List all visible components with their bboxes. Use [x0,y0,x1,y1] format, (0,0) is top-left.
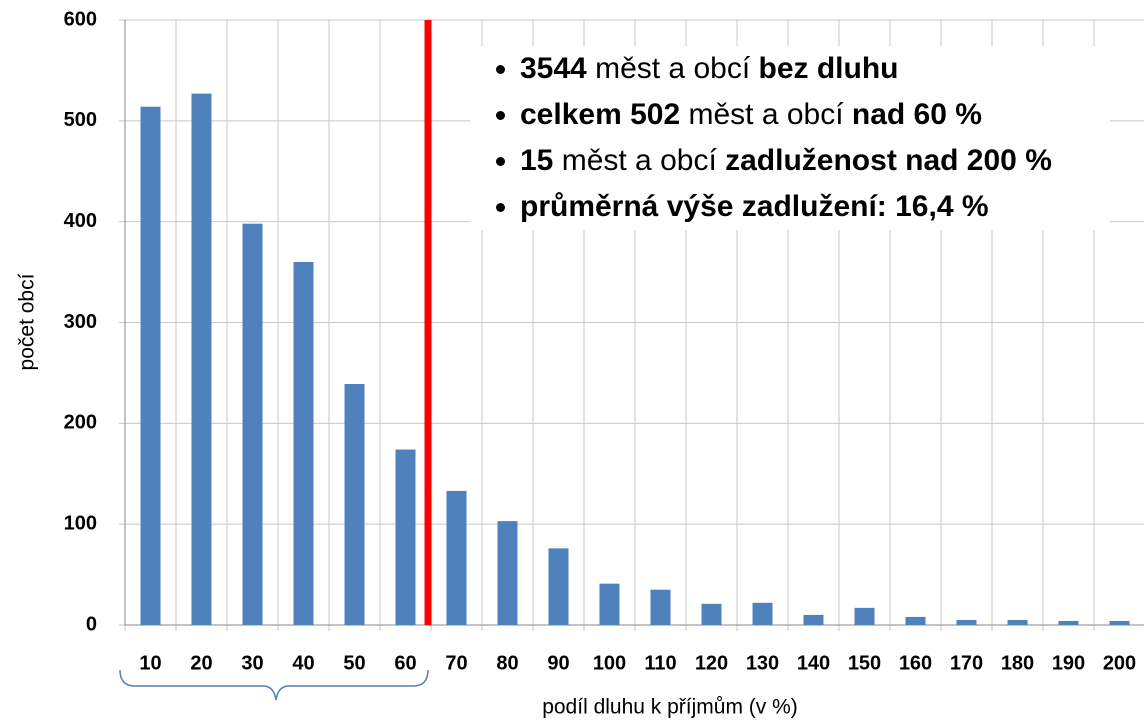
x-tick-label: 70 [445,652,467,674]
x-tick-label: 100 [593,652,626,674]
x-tick-label: 20 [190,652,212,674]
notes-box: 3544 měst a obcí bez dluhucelkem 502 měs… [470,46,1110,230]
x-tick-label: 120 [695,652,728,674]
bar [344,384,365,625]
note-text: průměrná výše zadlužení: 16,4 % [520,190,989,223]
y-tick-label: 100 [64,512,97,534]
bar [1058,620,1079,625]
x-tick-label: 130 [746,652,779,674]
bar [140,106,161,625]
bar [1007,619,1028,625]
x-tick-label: 200 [1103,652,1136,674]
x-tick-label: 170 [950,652,983,674]
x-tick-label: 10 [139,652,161,674]
bar [701,603,722,625]
bar [803,614,824,625]
x-tick-label: 190 [1052,652,1085,674]
note-text: 3544 [520,52,587,85]
x-tick-label: 80 [496,652,518,674]
notes-list: 3544 měst a obcí bez dluhucelkem 502 měs… [470,46,1110,230]
note: 15 měst a obcí zadluženost nad 200 % [520,138,1110,184]
note-text: celkem 502 [520,98,681,131]
bar [497,521,518,625]
bar [191,93,212,625]
bar [548,548,569,625]
bar [293,262,314,625]
x-tick-label: 40 [292,652,314,674]
note: průměrná výše zadlužení: 16,4 % [520,184,1110,230]
note-text: měst a obcí [680,98,852,131]
x-tick-label: 160 [899,652,932,674]
note-text: měst a obcí [586,52,759,85]
y-axis-label: počet obcí [16,273,39,370]
x-tick-label: 140 [797,652,830,674]
bar [905,616,926,625]
x-tick-label: 180 [1001,652,1034,674]
bar [854,607,875,625]
bar [650,589,671,625]
bar [1109,620,1130,625]
note-text: zadluženost nad 200 % [725,144,1052,177]
x-tick-label: 30 [241,652,263,674]
bar [242,223,263,625]
note-text: nad 60 % [851,98,982,131]
y-tick-label: 600 [64,8,97,30]
y-tick-label: 500 [64,109,97,131]
note: celkem 502 měst a obcí nad 60 % [520,92,1110,138]
x-tick-label: 150 [848,652,881,674]
note-text: bez dluhu [758,52,899,85]
bar [446,490,467,625]
note-text: 15 [520,144,554,177]
x-tick-label: 90 [547,652,569,674]
bar [395,449,416,625]
y-tick-label: 400 [64,210,97,232]
y-tick-label: 300 [64,311,97,333]
x-tick-label: 110 [644,652,676,674]
note-text: měst a obcí [553,144,726,177]
note: 3544 měst a obcí bez dluhu [520,46,1110,92]
brace [119,669,429,701]
y-tick-label: 0 [86,613,97,635]
bar [599,583,620,625]
x-tick-label: 50 [343,652,365,674]
y-tick-label: 200 [64,412,97,434]
bar [956,619,977,625]
bar [752,602,773,625]
x-axis-label: podíl dluhu k příjmům (v %) [542,696,798,719]
x-tick-label: 60 [394,652,416,674]
